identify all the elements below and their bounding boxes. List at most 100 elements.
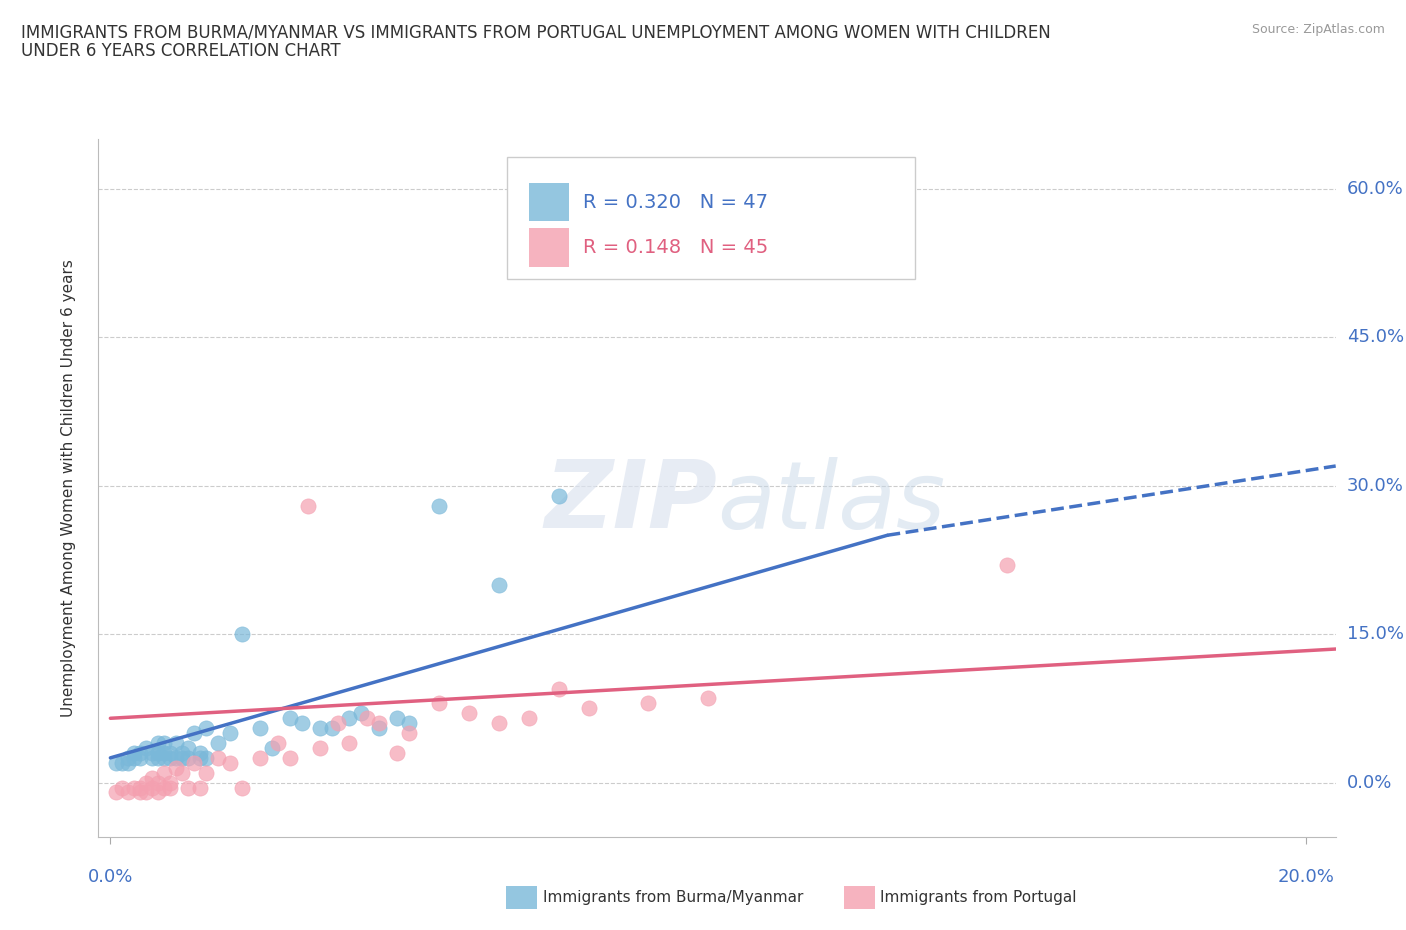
Point <box>278 751 301 765</box>
Point <box>105 785 128 800</box>
Point <box>111 780 134 795</box>
Point <box>350 706 373 721</box>
Point <box>153 736 176 751</box>
Text: IMMIGRANTS FROM BURMA/MYANMAR VS IMMIGRANTS FROM PORTUGAL UNEMPLOYMENT AMONG WOM: IMMIGRANTS FROM BURMA/MYANMAR VS IMMIGRA… <box>21 23 1050 41</box>
Point <box>488 578 510 592</box>
Point <box>387 711 409 725</box>
Point <box>172 751 194 765</box>
Point <box>124 780 146 795</box>
Point <box>308 721 330 736</box>
Point <box>141 751 163 765</box>
Point <box>129 785 152 800</box>
Point <box>124 751 146 765</box>
Point <box>148 746 170 761</box>
Point <box>153 746 176 761</box>
Point <box>129 751 152 765</box>
Text: R = 0.148   N = 45: R = 0.148 N = 45 <box>583 238 769 257</box>
Point <box>172 746 194 761</box>
Bar <box>529 183 568 221</box>
Point <box>231 627 253 642</box>
Point <box>159 780 181 795</box>
Point <box>135 775 157 790</box>
Point <box>995 557 1018 572</box>
Point <box>188 746 211 761</box>
Point <box>219 755 242 770</box>
Y-axis label: Unemployment Among Women with Children Under 6 years: Unemployment Among Women with Children U… <box>60 259 76 717</box>
Point <box>297 498 319 513</box>
Point <box>308 740 330 755</box>
Point <box>117 755 139 770</box>
Point <box>117 785 139 800</box>
Point <box>339 736 361 751</box>
Point <box>177 780 200 795</box>
Point <box>219 725 242 740</box>
Point <box>135 785 157 800</box>
FancyBboxPatch shape <box>506 157 915 279</box>
Point <box>165 736 187 751</box>
Point <box>195 751 218 765</box>
Text: 20.0%: 20.0% <box>1278 868 1334 885</box>
Text: 45.0%: 45.0% <box>1347 328 1405 346</box>
Point <box>141 780 163 795</box>
Point <box>387 746 409 761</box>
Point <box>183 755 205 770</box>
Point <box>697 691 720 706</box>
Point <box>260 740 283 755</box>
Text: atlas: atlas <box>717 457 945 548</box>
Point <box>153 780 176 795</box>
Point <box>148 775 170 790</box>
Point <box>231 780 253 795</box>
Point <box>427 696 450 711</box>
Point <box>488 716 510 731</box>
Point <box>165 751 187 765</box>
Point <box>165 761 187 776</box>
Text: UNDER 6 YEARS CORRELATION CHART: UNDER 6 YEARS CORRELATION CHART <box>21 42 340 60</box>
Text: 60.0%: 60.0% <box>1347 180 1403 198</box>
Point <box>117 751 139 765</box>
Text: 0.0%: 0.0% <box>87 868 134 885</box>
Point <box>339 711 361 725</box>
Point <box>267 736 290 751</box>
Point <box>172 765 194 780</box>
Point <box>148 736 170 751</box>
Point <box>153 751 176 765</box>
Text: R = 0.320   N = 47: R = 0.320 N = 47 <box>583 193 769 212</box>
Point <box>578 701 600 716</box>
Point <box>148 785 170 800</box>
Point <box>278 711 301 725</box>
Text: Immigrants from Burma/Myanmar: Immigrants from Burma/Myanmar <box>543 890 803 905</box>
Point <box>207 736 229 751</box>
Point <box>249 751 271 765</box>
Point <box>517 711 540 725</box>
Text: Immigrants from Portugal: Immigrants from Portugal <box>880 890 1077 905</box>
Bar <box>529 229 568 267</box>
Point <box>547 488 569 503</box>
Text: 30.0%: 30.0% <box>1347 477 1403 495</box>
Point <box>637 696 659 711</box>
Point <box>356 711 378 725</box>
Point <box>326 716 349 731</box>
Text: ZIP: ZIP <box>544 457 717 548</box>
Text: Source: ZipAtlas.com: Source: ZipAtlas.com <box>1251 23 1385 36</box>
Point <box>159 746 181 761</box>
Text: 0.0%: 0.0% <box>1347 774 1392 791</box>
Point <box>135 740 157 755</box>
Point <box>183 725 205 740</box>
Point <box>188 780 211 795</box>
Point <box>129 746 152 761</box>
Point <box>321 721 343 736</box>
Point <box>398 725 420 740</box>
Point <box>398 716 420 731</box>
Point <box>124 746 146 761</box>
Point <box>141 746 163 761</box>
Point <box>159 751 181 765</box>
Point <box>195 721 218 736</box>
Point <box>188 751 211 765</box>
Point <box>177 751 200 765</box>
Point <box>141 770 163 785</box>
Point <box>207 751 229 765</box>
Point <box>458 706 481 721</box>
Point <box>129 780 152 795</box>
Point <box>159 775 181 790</box>
Point <box>368 716 391 731</box>
